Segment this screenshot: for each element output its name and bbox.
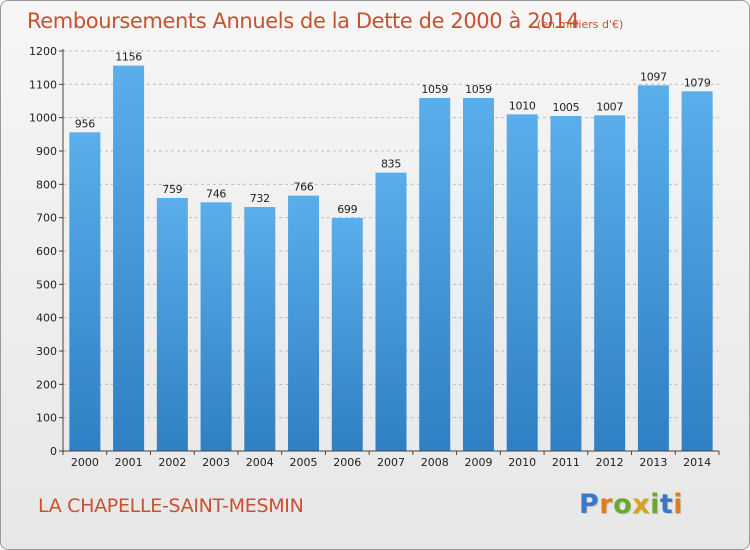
data-label: 1059	[421, 83, 448, 96]
y-tick-label: 100	[36, 412, 57, 425]
x-tick-label: 2000	[71, 456, 99, 469]
logo-letter: r	[599, 489, 614, 520]
y-tick-label: 1200	[29, 45, 57, 58]
logo-letter: P	[579, 489, 600, 520]
x-tick-label: 2004	[246, 456, 274, 469]
bar-2000	[69, 132, 101, 452]
data-label: 1079	[684, 76, 711, 89]
y-tick-label: 800	[36, 178, 57, 191]
data-label: 1007	[596, 100, 623, 113]
bar-2010	[506, 114, 538, 451]
bar-2006	[331, 218, 363, 451]
y-tick-label: 600	[36, 245, 57, 258]
logo-letter: i	[650, 489, 660, 520]
y-tick-label: 200	[36, 378, 57, 391]
data-label: 699	[337, 203, 357, 216]
bar-2008	[419, 98, 451, 451]
data-label: 746	[206, 187, 226, 200]
bar-2012	[594, 115, 626, 451]
y-tick-label: 400	[36, 312, 57, 325]
bar-2009	[462, 98, 494, 451]
y-tick-label: 0	[50, 445, 57, 458]
bar-2001	[113, 65, 145, 452]
bar-2014	[681, 91, 713, 451]
data-label: 766	[293, 181, 313, 194]
logo-letter: t	[659, 489, 674, 520]
data-label: 759	[162, 183, 182, 196]
data-label: 835	[381, 158, 401, 171]
data-label: 956	[75, 117, 95, 130]
bar-2004	[244, 207, 276, 451]
x-tick-label: 2009	[464, 456, 492, 469]
data-label: 1005	[553, 101, 580, 114]
proxiti-logo: Proxiti	[579, 489, 683, 520]
x-tick-label: 2010	[508, 456, 536, 469]
x-tick-label: 2013	[639, 456, 667, 469]
logo-letter: x	[632, 489, 651, 520]
y-tick-label: 1100	[29, 78, 57, 91]
y-tick-label: 700	[36, 212, 57, 225]
data-label: 1156	[115, 51, 142, 64]
y-tick-label: 1000	[29, 112, 57, 125]
y-tick-label: 300	[36, 345, 57, 358]
data-label: 1010	[509, 99, 536, 112]
chart-unit: (en milliers d'€)	[537, 18, 624, 31]
x-tick-label: 2006	[333, 456, 361, 469]
commune-name: LA CHAPELLE-SAINT-MESMIN	[38, 495, 304, 517]
chart-title: Remboursements Annuels de la Dette de 20…	[27, 9, 580, 33]
bars	[69, 65, 713, 452]
bar-2005	[288, 195, 320, 451]
x-tick-label: 2005	[290, 456, 318, 469]
x-tick-label: 2008	[421, 456, 449, 469]
data-label: 1097	[640, 70, 667, 83]
x-tick-label: 2011	[552, 456, 580, 469]
logo-letter: o	[613, 489, 633, 520]
data-label: 1059	[465, 83, 492, 96]
y-tick-label: 500	[36, 278, 57, 291]
data-labels: 956 1156 759 746 732 766 699 835 1059 1059 1010 100…	[75, 51, 711, 216]
x-tick-label: 2007	[377, 456, 405, 469]
x-tick-label: 2012	[596, 456, 624, 469]
x-tick-label: 2002	[158, 456, 186, 469]
y-tick-label: 900	[36, 145, 57, 158]
bar-2003	[200, 202, 232, 451]
logo-letter: i	[673, 489, 684, 520]
axes: 0 100 200 300 400 500 600 700 800 900 1000 1100 1200…	[29, 45, 720, 469]
x-tick-label: 2014	[683, 456, 711, 469]
x-tick-label: 2001	[115, 456, 143, 469]
bar-2002	[156, 198, 188, 451]
bar-2013	[637, 85, 669, 451]
bar-2011	[550, 116, 582, 451]
data-label: 732	[250, 192, 270, 205]
bar-2007	[375, 172, 407, 451]
x-tick-label: 2003	[202, 456, 230, 469]
